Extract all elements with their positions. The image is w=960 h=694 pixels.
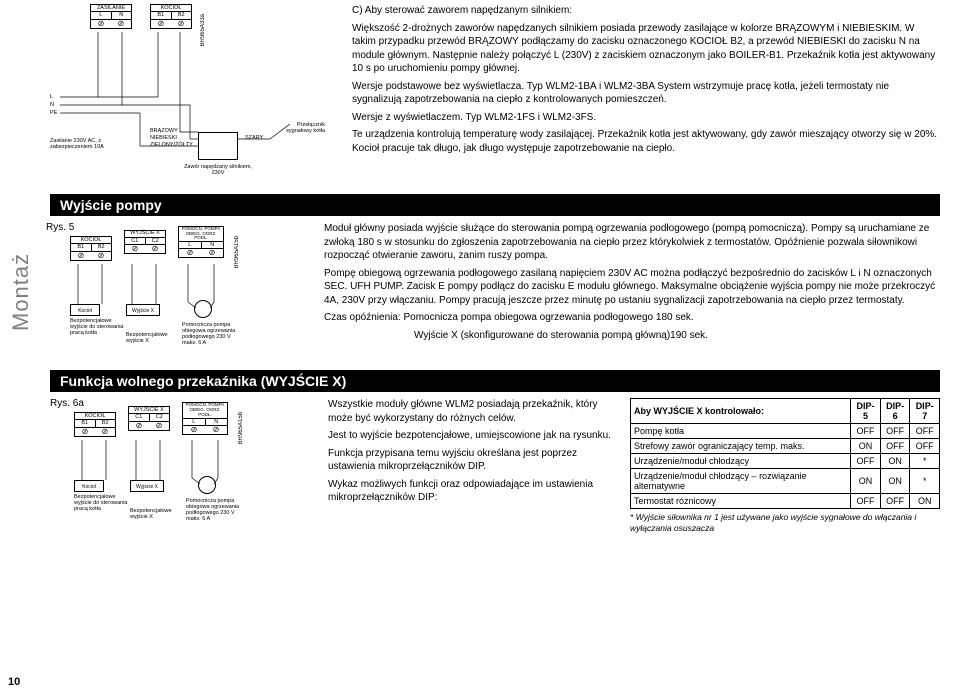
table-cell: * — [910, 469, 940, 494]
section-c-p1: Większość 2-drożnych zaworów napędzanych… — [352, 22, 940, 76]
table-cell: ON — [851, 439, 881, 454]
pump-p1: Moduł główny posiada wyjście służące do … — [324, 222, 940, 263]
section-c-text: C) Aby sterować zaworem napędzanym silni… — [342, 4, 940, 184]
dip-table: Aby WYJŚCIE X kontrolowało:DIP-5DIP-6DIP… — [630, 398, 940, 509]
table-row: Pompę kotłaOFFOFFOFF — [631, 424, 940, 439]
relay-p1: Wszystkie moduły główne WLM2 posiadają p… — [328, 398, 620, 425]
table-cell: ON — [910, 494, 940, 509]
dip-header: DIP-7 — [910, 399, 940, 424]
relay-text: Wszystkie moduły główne WLM2 posiadają p… — [320, 398, 620, 548]
section-c-heading: C) Aby sterować zaworem napędzanym silni… — [352, 4, 940, 18]
table-row: Strefowy zawór ograniczający temp. maks.… — [631, 439, 940, 454]
table-cell: OFF — [880, 494, 910, 509]
relay-p4: Wykaz możliwych funkcji oraz odpowiadają… — [328, 478, 620, 505]
section-c-p4: Te urządzenia kontrolują temperaturę wod… — [352, 128, 940, 155]
table-cell: ON — [851, 469, 881, 494]
dip-header: Aby WYJŚCIE X kontrolowało: — [631, 399, 851, 424]
table-cell: ON — [880, 469, 910, 494]
table-cell: OFF — [880, 439, 910, 454]
table-cell: OFF — [851, 454, 881, 469]
relay-section-title: Funkcja wolnego przekaźnika (WYJŚCIE X) — [50, 370, 940, 392]
table-cell: Strefowy zawór ograniczający temp. maks. — [631, 439, 851, 454]
dip-header: DIP-5 — [851, 399, 881, 424]
page-number: 10 — [8, 676, 20, 688]
top-wiring-diagram: ZASILANIE LN ⊘⊘ KOCIOŁ B1B2 ⊘⊘ L N PE Za… — [50, 4, 330, 184]
pump-p2: Pompę obiegową ogrzewania podłogowego za… — [324, 267, 940, 308]
table-cell: OFF — [910, 439, 940, 454]
relay-diagram: Rys. 6a KOCIOŁ B1B2 ⊘⊘ WYJŚCIE X C1C2 ⊘⊘… — [50, 398, 310, 548]
pump-text: Moduł główny posiada wyjście służące do … — [316, 222, 940, 362]
table-cell: Pompę kotła — [631, 424, 851, 439]
section-c-p2: Wersje podstawowe bez wyświetlacza. Typ … — [352, 80, 940, 107]
table-cell: OFF — [880, 424, 910, 439]
montaz-label: Montaż — [8, 222, 36, 362]
dip-header: DIP-6 — [880, 399, 910, 424]
pump-diagram: Rys. 5 KOCIOŁ B1B2 ⊘⊘ WYJŚCIE X C1C2 ⊘⊘ … — [46, 222, 306, 362]
table-cell: OFF — [851, 424, 881, 439]
table-row: Urządzenie/moduł chłodzący – rozwiązanie… — [631, 469, 940, 494]
table-cell: * — [910, 454, 940, 469]
table-cell: OFF — [910, 424, 940, 439]
table-cell: Termostat różnicowy — [631, 494, 851, 509]
pump-section-title: Wyjście pompy — [50, 194, 940, 216]
pump-p3b: Wyjście X (skonfigurowane do sterowania … — [324, 329, 940, 343]
table-row: Urządzenie/moduł chłodzącyOFFON* — [631, 454, 940, 469]
dip-footnote: * Wyjście siłownika nr 1 jest używane ja… — [630, 512, 940, 533]
pump-p3a: Czas opóźnienia: Pomocnicza pompa obiego… — [324, 311, 940, 325]
table-cell: OFF — [851, 494, 881, 509]
dip-table-container: Aby WYJŚCIE X kontrolowało:DIP-5DIP-6DIP… — [630, 398, 940, 548]
table-cell: Urządzenie/moduł chłodzący – rozwiązanie… — [631, 469, 851, 494]
table-cell: ON — [880, 454, 910, 469]
relay-p3: Funkcja przypisana temu wyjściu określan… — [328, 447, 620, 474]
table-row: Termostat różnicowyOFFOFFON — [631, 494, 940, 509]
table-cell: Urządzenie/moduł chłodzący — [631, 454, 851, 469]
relay-p2: Jest to wyjście bezpotencjałowe, umiejsc… — [328, 429, 620, 443]
section-c-p3: Wersje z wyświetlaczem. Typ WLM2-1FS i W… — [352, 111, 940, 125]
